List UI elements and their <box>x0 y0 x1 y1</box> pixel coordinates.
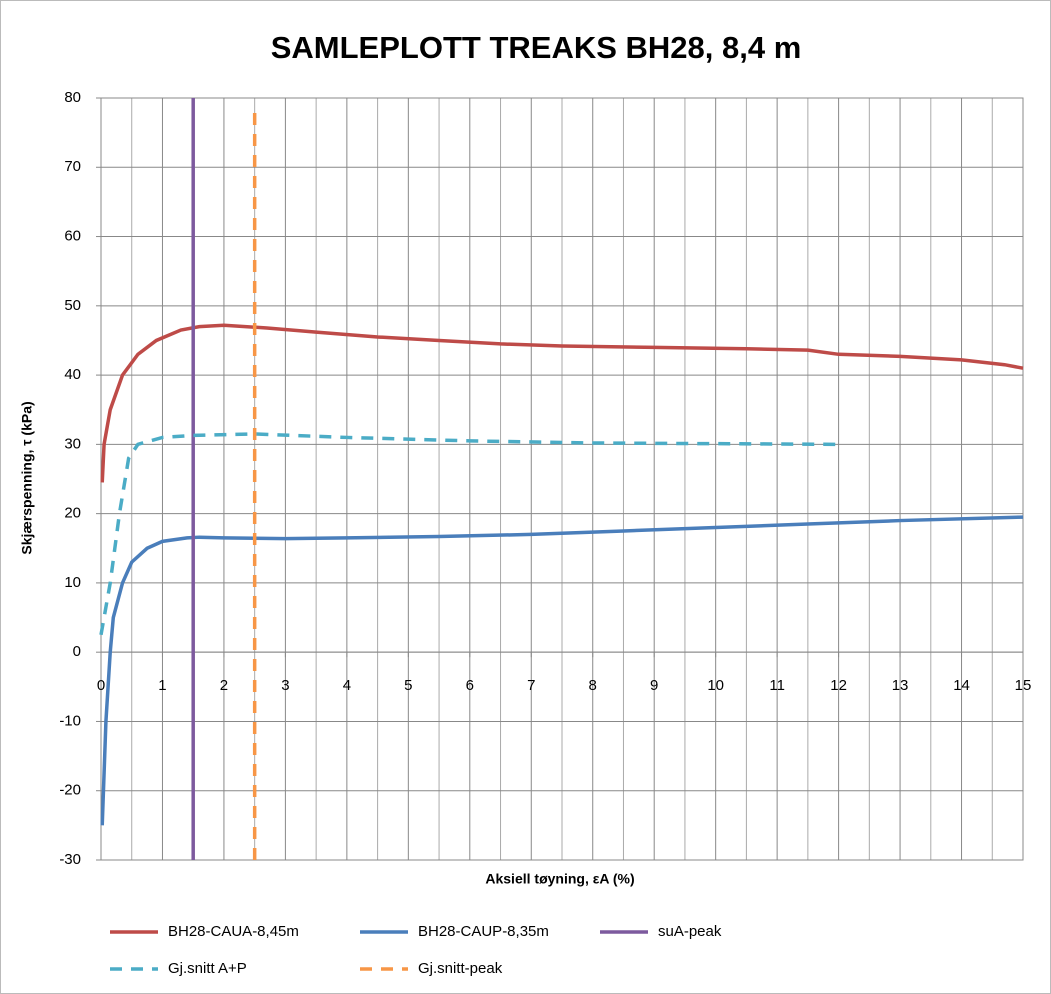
y-tick-label: 40 <box>64 366 81 383</box>
y-tick-label: -30 <box>59 851 81 868</box>
y-tick-label: 30 <box>64 435 81 452</box>
series-line <box>100 323 1024 483</box>
legend-label: Gj.snitt-peak <box>418 960 503 977</box>
y-tick-label: -10 <box>59 712 81 729</box>
x-tick-label: 7 <box>527 677 535 694</box>
x-tick-label: 12 <box>830 677 847 694</box>
series-line <box>100 515 1024 826</box>
x-tick-label: 14 <box>953 677 970 694</box>
chart-title: SAMLEPLOTT TREAKS BH28, 8,4 m <box>271 30 802 65</box>
x-axis-label: Aksiell tøyning, εA (%) <box>485 871 634 887</box>
x-tick-label: 3 <box>281 677 289 694</box>
y-tick-label: 20 <box>64 505 81 522</box>
x-tick-label: 9 <box>650 677 658 694</box>
legend-label: suA-peak <box>658 923 722 940</box>
y-tick-label: 60 <box>64 228 81 245</box>
y-axis-label: Skjærspenning, τ (kPa) <box>19 401 35 554</box>
x-tick-label: 6 <box>466 677 474 694</box>
x-tick-label: 5 <box>404 677 412 694</box>
y-tick-label: 70 <box>64 158 81 175</box>
x-tick-label: 11 <box>769 677 785 694</box>
y-tick-label: -20 <box>59 782 81 799</box>
series-line <box>99 432 839 636</box>
x-tick-label: 1 <box>158 677 166 694</box>
legend-label: BH28-CAUA-8,45m <box>168 923 299 940</box>
y-tick-label: 0 <box>73 643 81 660</box>
y-tick-label: 10 <box>64 574 81 591</box>
legend-label: Gj.snitt A+P <box>168 960 247 977</box>
x-tick-label: 0 <box>97 677 105 694</box>
legend-label: BH28-CAUP-8,35m <box>418 923 549 940</box>
y-tick-label: 80 <box>64 89 81 106</box>
x-tick-label: 10 <box>707 677 724 694</box>
x-tick-label: 2 <box>220 677 228 694</box>
x-tick-label: 13 <box>892 677 909 694</box>
x-tick-label: 8 <box>589 677 597 694</box>
x-tick-label: 15 <box>1015 677 1032 694</box>
y-tick-label: 50 <box>64 297 81 314</box>
x-tick-label: 4 <box>343 677 351 694</box>
